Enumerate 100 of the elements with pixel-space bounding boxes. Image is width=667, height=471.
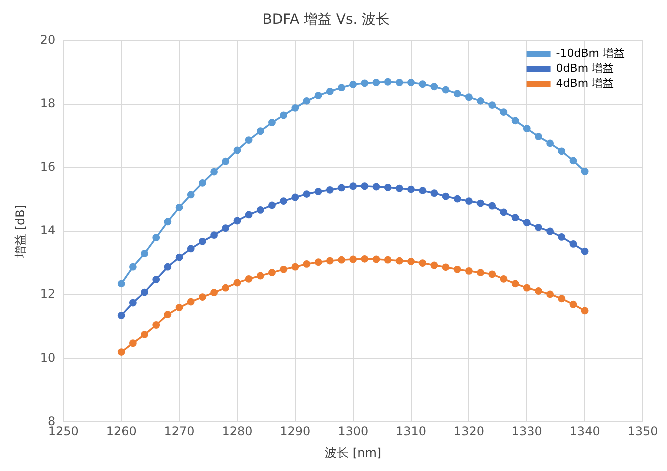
point — [350, 256, 358, 264]
point — [256, 272, 264, 280]
y-tick-label: 14 — [40, 224, 56, 238]
point — [570, 240, 578, 248]
point — [314, 258, 322, 266]
point — [523, 125, 531, 133]
point — [454, 90, 462, 98]
x-tick-label: 1280 — [222, 424, 253, 439]
point — [500, 108, 508, 116]
x-tick-label: 1330 — [512, 424, 542, 439]
point — [384, 78, 392, 86]
point — [384, 184, 392, 192]
point — [268, 269, 276, 277]
point — [222, 284, 230, 292]
point — [164, 263, 172, 271]
legend-label: -10dBm 增益 — [556, 47, 626, 60]
point — [535, 133, 542, 140]
x-axis-title: 波长 [nm] — [325, 446, 382, 460]
point — [303, 190, 311, 198]
point — [430, 262, 438, 270]
point — [581, 248, 589, 256]
x-tick-label: 1290 — [280, 424, 311, 439]
point — [361, 255, 369, 263]
point — [152, 322, 160, 329]
point — [396, 184, 404, 192]
point — [466, 268, 473, 275]
point — [292, 194, 300, 202]
point — [430, 83, 438, 91]
y-tick-label: 18 — [40, 96, 56, 110]
point — [280, 266, 288, 274]
point — [199, 179, 206, 187]
point — [292, 104, 300, 112]
point — [581, 307, 589, 315]
point — [152, 276, 160, 284]
point — [176, 204, 184, 212]
point — [372, 183, 380, 191]
point — [581, 168, 589, 176]
point — [326, 257, 334, 265]
point — [350, 80, 358, 88]
point — [292, 263, 300, 271]
point — [558, 295, 566, 303]
point — [419, 80, 427, 88]
point — [245, 275, 253, 283]
point — [187, 245, 195, 253]
point — [338, 256, 346, 264]
x-tick-label: 1340 — [570, 424, 600, 439]
point — [488, 270, 496, 278]
point — [477, 97, 484, 105]
y-tick-label: 20 — [40, 32, 56, 47]
point — [442, 192, 450, 200]
point — [535, 288, 542, 295]
point — [523, 284, 531, 292]
point — [454, 195, 462, 203]
point — [488, 102, 496, 110]
point — [546, 290, 554, 298]
point — [384, 256, 392, 264]
point — [141, 250, 148, 258]
point — [546, 228, 554, 236]
point — [245, 136, 253, 144]
point — [350, 182, 358, 190]
point — [141, 288, 148, 296]
point — [314, 188, 322, 196]
point — [187, 191, 195, 199]
point — [164, 311, 172, 318]
point — [129, 263, 137, 271]
point — [164, 218, 172, 226]
point — [361, 182, 369, 190]
point — [234, 146, 242, 154]
point — [466, 198, 473, 206]
point — [558, 148, 566, 156]
point — [361, 80, 369, 88]
point — [222, 224, 230, 232]
point — [245, 211, 253, 219]
point — [570, 300, 578, 308]
point — [222, 158, 230, 166]
point — [210, 232, 218, 240]
point — [256, 206, 264, 214]
point — [129, 340, 137, 348]
x-tick-label: 1310 — [396, 424, 427, 439]
chart-title: BDFA 增益 Vs. 波长 — [262, 12, 390, 28]
point — [408, 186, 415, 194]
y-tick-label: 16 — [40, 160, 56, 174]
point — [500, 275, 508, 283]
x-tick-label: 1250 — [48, 424, 79, 439]
point — [129, 299, 137, 307]
point — [118, 312, 126, 320]
point — [152, 234, 160, 242]
point — [466, 94, 473, 102]
point — [338, 84, 346, 92]
point — [314, 92, 322, 100]
point — [303, 260, 311, 268]
y-axis-title: 增益 [dB] — [13, 204, 28, 260]
point — [477, 269, 484, 277]
point — [454, 266, 462, 274]
point — [234, 217, 242, 225]
point — [488, 202, 496, 210]
point — [500, 208, 508, 216]
point — [396, 79, 404, 86]
point — [512, 117, 520, 125]
point — [176, 254, 184, 262]
